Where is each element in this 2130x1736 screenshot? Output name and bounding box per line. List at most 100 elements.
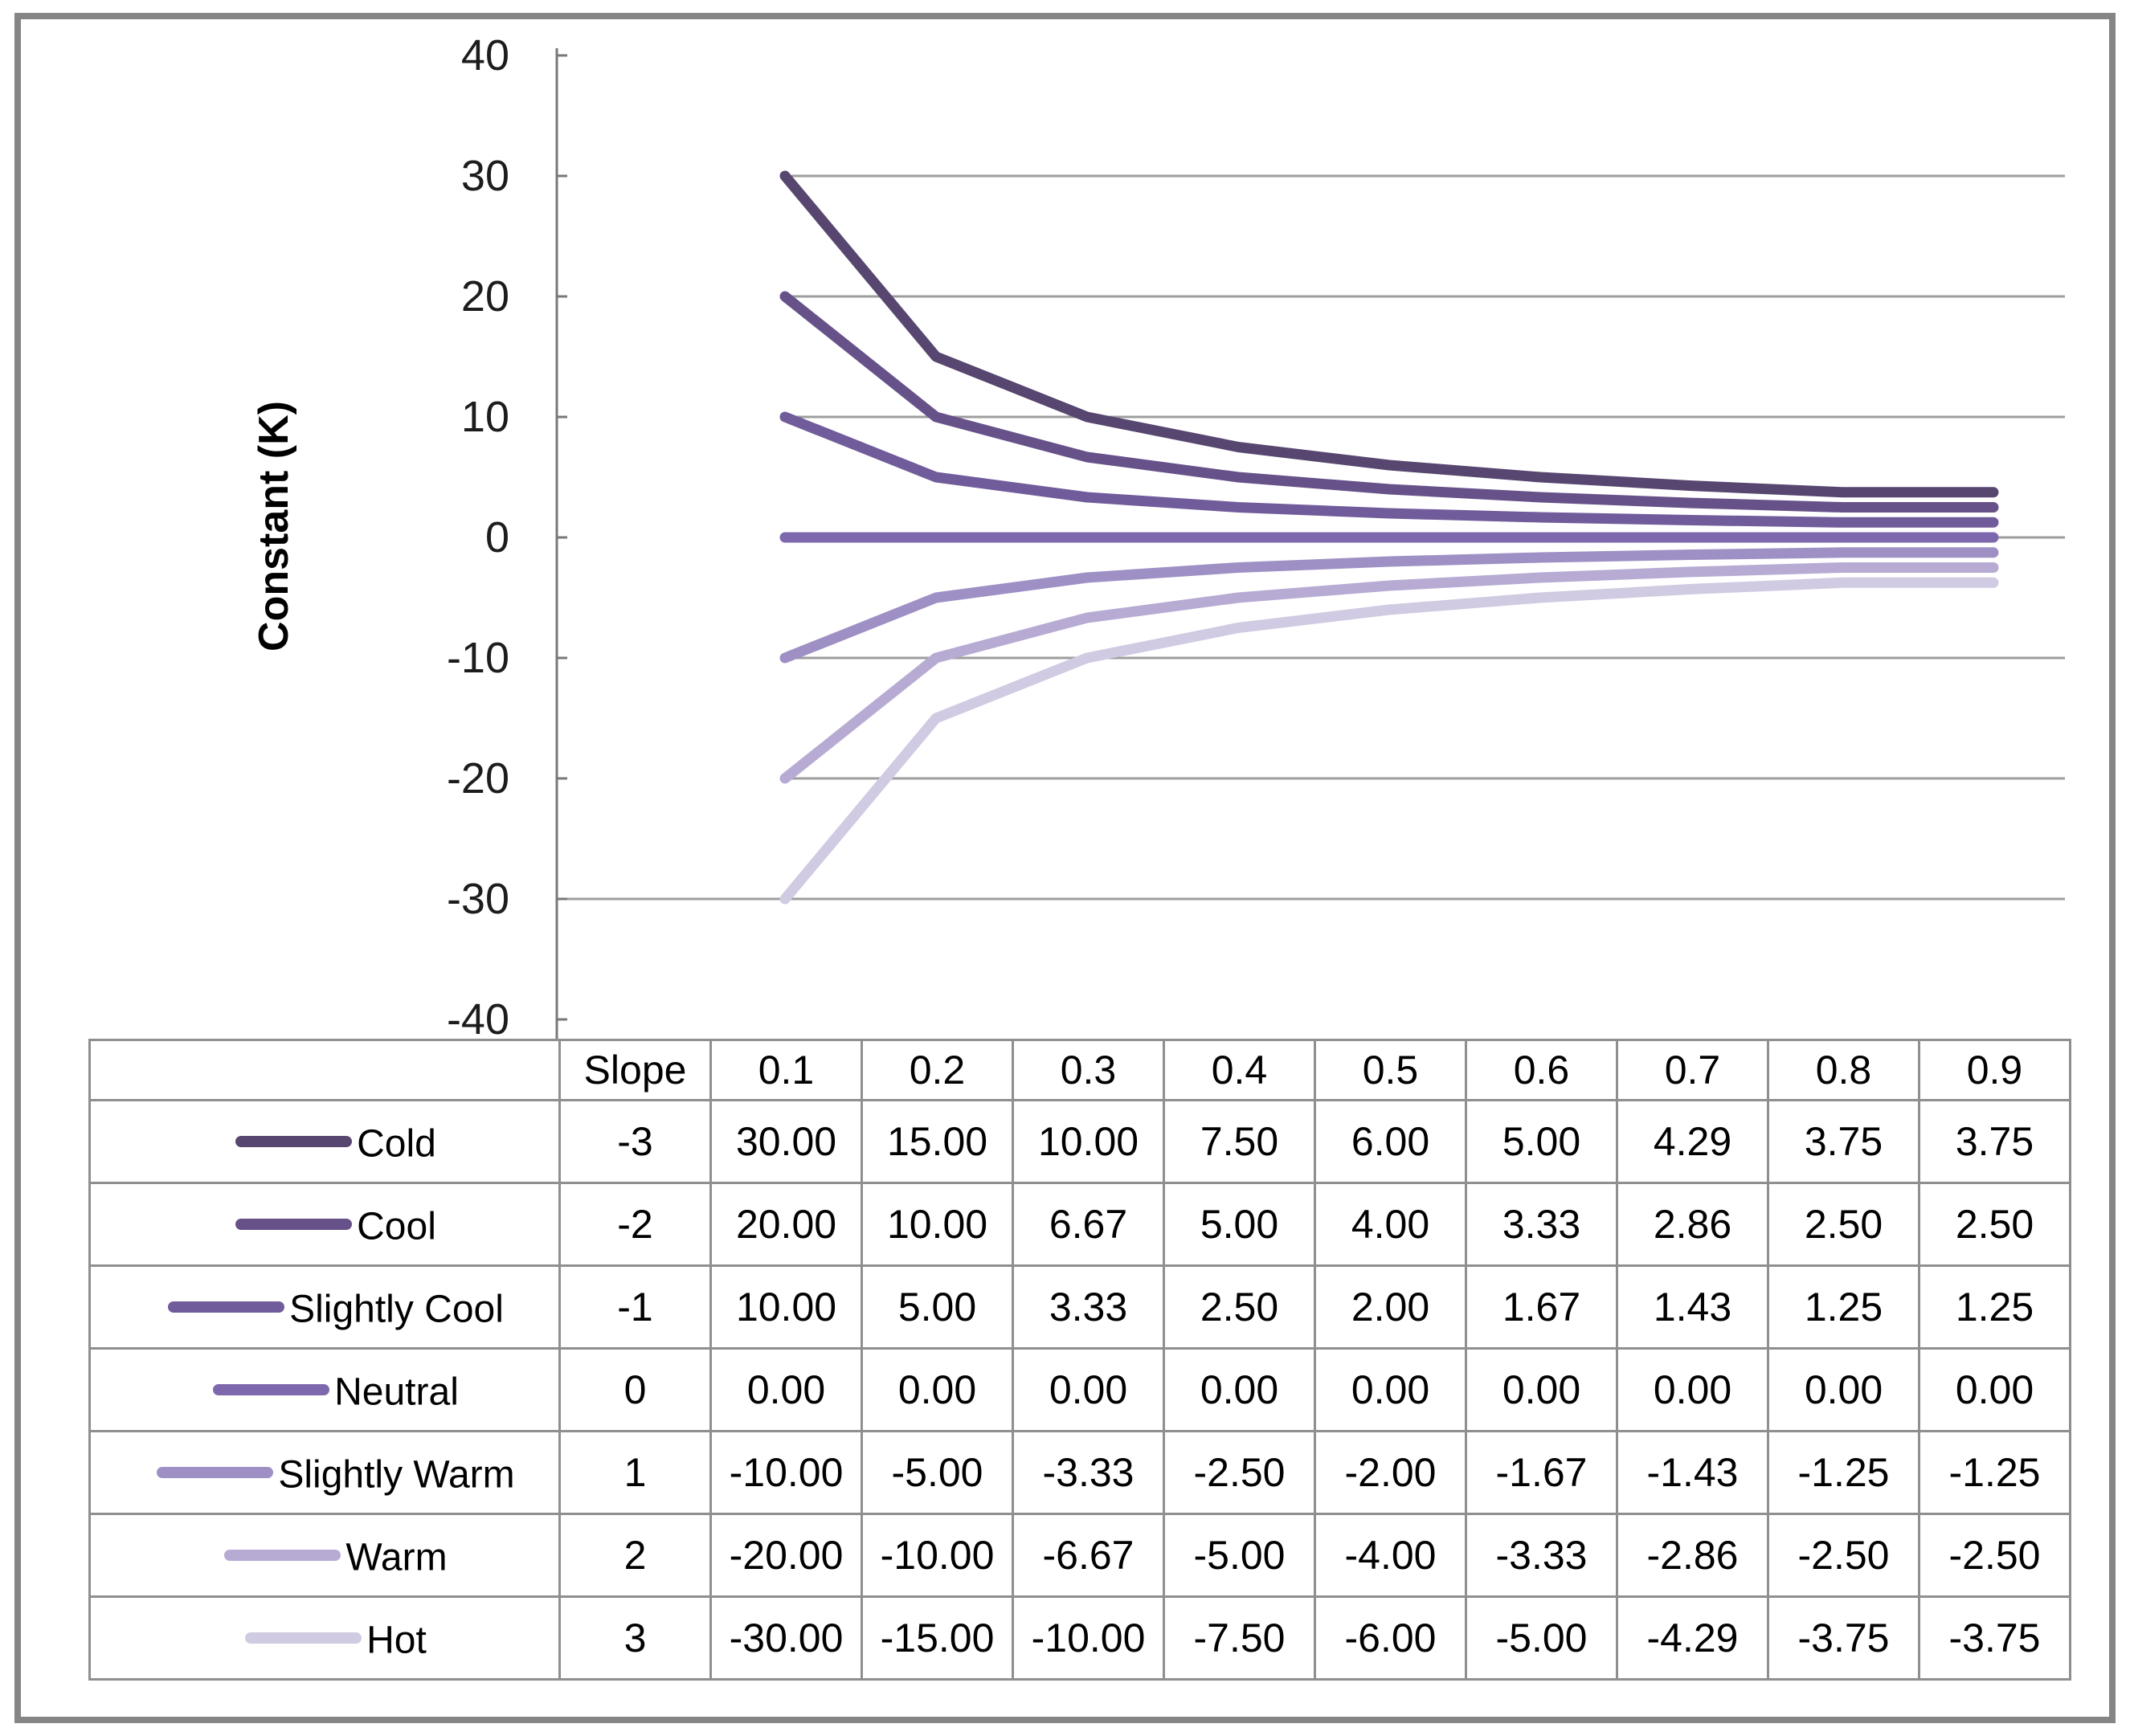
legend-label: Hot	[366, 1619, 427, 1662]
y-axis-title: Constant (K)	[251, 401, 297, 652]
value-cell: -1.67	[1465, 1430, 1618, 1515]
table-header-cell: 0.7	[1616, 1039, 1769, 1101]
value-cell: -5.00	[1163, 1513, 1316, 1598]
value-cell: 0.00	[861, 1347, 1014, 1432]
table-row: Warm 2 -20.00 -10.00 -6.67 -5.00 -4.00 -3.33 -2.…	[88, 1513, 2071, 1598]
slope-cell: 2	[558, 1513, 712, 1598]
value-cell: 0.00	[1465, 1347, 1618, 1432]
legend-line-swatch	[235, 1218, 353, 1230]
value-cell: 2.86	[1616, 1182, 1769, 1267]
value-cell: -6.00	[1314, 1595, 1467, 1681]
value-cell: 2.50	[1163, 1264, 1316, 1350]
table-row: Slightly Warm 1 -10.00 -5.00 -3.33 -2.50 -2.00…	[88, 1430, 2071, 1515]
series-line-warm	[779, 562, 1999, 784]
value-cell: 2.50	[1918, 1182, 2071, 1267]
legend-cell: Hot	[88, 1595, 561, 1681]
value-cell: 4.29	[1616, 1099, 1769, 1184]
value-cell: 3.33	[1012, 1264, 1165, 1350]
series-line-cool	[779, 291, 1999, 513]
slope-cell: -2	[558, 1182, 712, 1267]
table-row: Neutral 0 0.00 0.00 0.00 0.00 0.00 0.00 0.00 0.00…	[88, 1347, 2071, 1432]
slope-cell: 1	[558, 1430, 712, 1515]
value-cell: 1.43	[1616, 1264, 1769, 1350]
slope-cell: -3	[558, 1099, 712, 1184]
y-axis-tick-label: -40	[447, 995, 509, 1044]
legend-label: Cool	[357, 1205, 436, 1248]
table-row: Cool -2 20.00 10.00 6.67 5.00 4.00 3.33 2.86 2.50…	[88, 1182, 2071, 1267]
table-header-cell: 0.6	[1465, 1039, 1618, 1101]
y-axis-tick-label: 40	[461, 31, 509, 80]
series-line-cold	[779, 170, 1999, 498]
y-axis-tick-label: 10	[461, 393, 509, 441]
value-cell: -2.50	[1163, 1430, 1316, 1515]
legend-cell: Cold	[88, 1099, 561, 1184]
value-cell: 3.75	[1918, 1099, 2071, 1184]
legend-line-swatch	[235, 1135, 353, 1147]
value-cell: -2.50	[1767, 1513, 1920, 1598]
table-header-cell: 0.2	[861, 1039, 1014, 1101]
value-cell: 0.00	[1012, 1347, 1165, 1432]
y-axis-tick-label: -30	[447, 875, 509, 923]
value-cell: -2.50	[1918, 1513, 2071, 1598]
value-cell: -2.86	[1616, 1513, 1769, 1598]
legend-cell: Slightly Cool	[88, 1264, 561, 1350]
table-header-cell: Slope	[558, 1039, 712, 1101]
table-header-cell: 0.1	[709, 1039, 863, 1101]
legend-label: Warm	[345, 1536, 448, 1579]
value-cell: -5.00	[861, 1430, 1014, 1515]
slope-cell: -1	[558, 1264, 712, 1350]
legend-line-swatch	[168, 1301, 285, 1313]
table-header-cell: 0.5	[1314, 1039, 1467, 1101]
value-cell: -1.43	[1616, 1430, 1769, 1515]
value-cell: 30.00	[709, 1099, 863, 1184]
value-cell: 1.67	[1465, 1264, 1618, 1350]
table-header-cell: 0.4	[1163, 1039, 1316, 1101]
value-cell: -10.00	[861, 1513, 1014, 1598]
value-cell: 1.25	[1918, 1264, 2071, 1350]
value-cell: 6.00	[1314, 1099, 1467, 1184]
slope-cell: 0	[558, 1347, 712, 1432]
value-cell: 2.50	[1767, 1182, 1920, 1267]
value-cell: -3.33	[1465, 1513, 1618, 1598]
table-header-row: Slope 0.1 0.2 0.3 0.4 0.5 0.6 0.7 0.8 0.9	[88, 1039, 2071, 1101]
value-cell: -5.00	[1465, 1595, 1618, 1681]
value-cell: 15.00	[861, 1099, 1014, 1184]
value-cell: 0.00	[1616, 1347, 1769, 1432]
y-axis-tick-label: 30	[461, 152, 509, 200]
value-cell: 5.00	[1465, 1099, 1618, 1184]
value-cell: 3.33	[1465, 1182, 1618, 1267]
value-cell: -3.75	[1767, 1595, 1920, 1681]
value-cell: -4.29	[1616, 1595, 1769, 1681]
value-cell: -3.75	[1918, 1595, 2071, 1681]
legend-label: Slightly Cool	[289, 1288, 504, 1331]
value-cell: -10.00	[709, 1430, 863, 1515]
table-row: Hot 3 -30.00 -15.00 -10.00 -7.50 -6.00 -5.00 -4.…	[88, 1595, 2071, 1681]
value-cell: -10.00	[1012, 1595, 1165, 1681]
value-cell: -30.00	[709, 1595, 863, 1681]
slope-cell: 3	[558, 1595, 712, 1681]
table-corner-cell	[88, 1039, 561, 1101]
value-cell: 4.00	[1314, 1182, 1467, 1267]
legend-cell: Warm	[88, 1513, 561, 1598]
series-line-slightly-cool	[779, 411, 1999, 528]
value-cell: 5.00	[861, 1264, 1014, 1350]
value-cell: 6.67	[1012, 1182, 1165, 1267]
y-axis-tick-label: -20	[447, 754, 509, 803]
value-cell: -1.25	[1767, 1430, 1920, 1515]
value-cell: 0.00	[1314, 1347, 1467, 1432]
value-cell: 2.00	[1314, 1264, 1467, 1350]
value-cell: 10.00	[861, 1182, 1014, 1267]
value-cell: -20.00	[709, 1513, 863, 1598]
legend-line-swatch	[157, 1466, 274, 1478]
value-cell: -6.67	[1012, 1513, 1165, 1598]
value-cell: 0.00	[709, 1347, 863, 1432]
value-cell: 1.25	[1767, 1264, 1920, 1350]
value-cell: 5.00	[1163, 1182, 1316, 1267]
legend-cell: Slightly Warm	[88, 1430, 561, 1515]
value-cell: -1.25	[1918, 1430, 2071, 1515]
legend-cell: Cool	[88, 1182, 561, 1267]
y-axis-tick-label: -10	[447, 634, 509, 682]
series-line-slightly-warm	[779, 547, 1999, 664]
legend-line-swatch	[245, 1632, 362, 1644]
